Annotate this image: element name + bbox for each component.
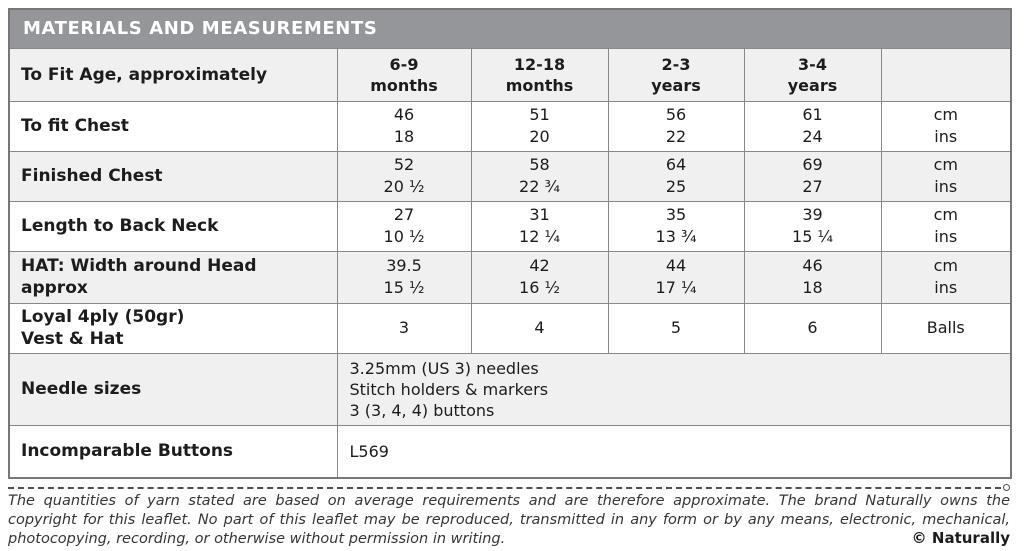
- measurement-cell: 56 22: [607, 100, 745, 152]
- unit-cell: Balls: [880, 302, 1012, 354]
- measurement-cell: 31 12 ¼: [470, 200, 609, 252]
- materials-measurements-table: MATERIALS AND MEASUREMENTS To Fit Age, a…: [8, 8, 1013, 479]
- row-label-needle-sizes: Needle sizes: [8, 352, 338, 426]
- measurement-cell: 52 20 ½: [336, 150, 472, 202]
- measurement-cell: 3: [336, 302, 472, 354]
- measurement-cell: 27 10 ½: [336, 200, 472, 252]
- measurement-cell: 51 20: [470, 100, 609, 152]
- measurement-cell: 64 25: [607, 150, 745, 202]
- table-row: Needle sizes 3.25mm (US 3) needles Stitc…: [8, 352, 1012, 426]
- unit-cell: cm ins: [880, 200, 1012, 252]
- measurement-cell: 6: [743, 302, 882, 354]
- measurement-cell: 42 16 ½: [470, 250, 609, 304]
- row-label-hat-width: HAT: Width around Head approx: [8, 250, 338, 304]
- column-header-size-3: 2-3 years: [607, 47, 745, 102]
- measurement-cell: 46 18: [743, 250, 882, 304]
- row-label-finished-chest: Finished Chest: [8, 150, 338, 202]
- measurement-cell: 39.5 15 ½: [336, 250, 472, 304]
- column-header-size-4: 3-4 years: [743, 47, 882, 102]
- table-row: Length to Back Neck 27 10 ½ 31 12 ¼ 35 1…: [8, 200, 1012, 252]
- measurement-cell: 44 17 ¼: [607, 250, 745, 304]
- copyright-notice: © Naturally: [905, 529, 1010, 547]
- table-row: To fit Chest 46 18 51 20 56 22 61 24 cm …: [8, 100, 1012, 152]
- table-row: HAT: Width around Head approx 39.5 15 ½ …: [8, 250, 1012, 304]
- dashed-separator: [8, 484, 1010, 491]
- separator-end-circle: [1003, 484, 1010, 491]
- table-row: Incomparable Buttons L569: [8, 424, 1012, 479]
- table-row: Loyal 4ply (50gr) Vest & Hat 3 4 5 6 Bal…: [8, 302, 1012, 354]
- measurement-cell: 58 22 ¾: [470, 150, 609, 202]
- table-row: Finished Chest 52 20 ½ 58 22 ¾ 64 25 69 …: [8, 150, 1012, 202]
- measurement-cell: 69 27: [743, 150, 882, 202]
- measurement-cell: 46 18: [336, 100, 472, 152]
- row-label-yarn-quantity: Loyal 4ply (50gr) Vest & Hat: [8, 302, 338, 354]
- column-header-size-2: 12-18 months: [470, 47, 609, 102]
- measurement-cell: 4: [470, 302, 609, 354]
- disclaimer-text: The quantities of yarn stated are based …: [8, 493, 1010, 547]
- column-header-size-1: 6-9 months: [336, 47, 472, 102]
- measurement-cell: 39 15 ¼: [743, 200, 882, 252]
- row-label-to-fit-chest: To fit Chest: [8, 100, 338, 152]
- buttons-code-value: L569: [336, 424, 1012, 479]
- materials-table-sheet: MATERIALS AND MEASUREMENTS To Fit Age, a…: [8, 8, 1013, 479]
- table-title-bar: MATERIALS AND MEASUREMENTS: [8, 8, 1012, 49]
- row-label-incomparable-buttons: Incomparable Buttons: [8, 424, 338, 479]
- unit-cell: cm ins: [880, 100, 1012, 152]
- needle-sizes-value: 3.25mm (US 3) needles Stitch holders & m…: [336, 352, 1012, 426]
- row-label-to-fit-age: To Fit Age, approximately: [8, 47, 338, 102]
- row-label-length-back-neck: Length to Back Neck: [8, 200, 338, 252]
- column-header-units: [880, 47, 1012, 102]
- measurement-cell: 35 13 ¾: [607, 200, 745, 252]
- measurement-cell: 5: [607, 302, 745, 354]
- unit-cell: cm ins: [880, 250, 1012, 304]
- unit-cell: cm ins: [880, 150, 1012, 202]
- dashed-line: [8, 486, 1001, 489]
- measurement-cell: 61 24: [743, 100, 882, 152]
